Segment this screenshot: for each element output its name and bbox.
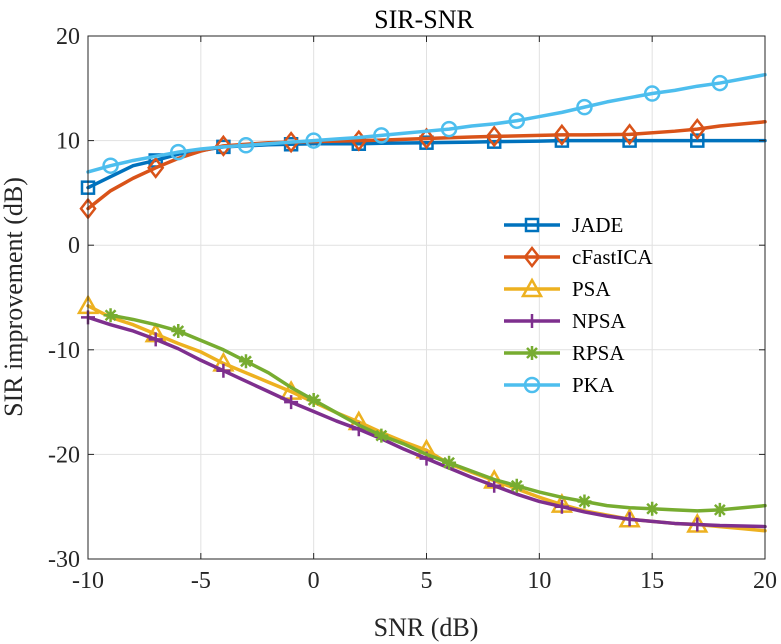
legend-swatch-marker — [524, 217, 540, 233]
axis-ticks: -10 -5 0 5 10 15 20 -30 -20 -10 0 10 20 — [48, 24, 777, 594]
data-point-marker — [238, 354, 253, 369]
data-point-marker — [688, 118, 706, 141]
data-point-marker — [306, 393, 321, 408]
series-npsa — [81, 310, 767, 532]
x-tick-label: 20 — [753, 568, 777, 594]
data-point-marker — [214, 134, 232, 157]
chart-title: SIR-SNR — [374, 5, 474, 34]
x-tick-label: -5 — [191, 568, 211, 594]
data-point-marker — [712, 502, 727, 517]
data-point-marker — [373, 127, 390, 144]
x-tick-label: 5 — [421, 568, 433, 594]
y-tick-label: -20 — [48, 442, 80, 468]
y-tick-label: -30 — [48, 547, 80, 573]
data-point-marker — [485, 125, 503, 148]
x-axis-title: SNR (dB) — [374, 613, 479, 642]
x-tick-label: 10 — [527, 568, 551, 594]
data-point-marker — [622, 512, 637, 527]
y-tick-label: 20 — [56, 24, 80, 50]
data-point-marker — [508, 112, 526, 129]
legend-label: JADE — [572, 213, 623, 237]
data-point-marker — [553, 123, 571, 146]
data-point-marker — [102, 157, 119, 174]
data-point-marker — [645, 501, 660, 516]
data-point-marker — [147, 156, 165, 179]
data-point-marker — [216, 363, 231, 378]
data-point-marker — [305, 132, 322, 149]
data-point-marker — [148, 332, 163, 347]
y-tick-label: 0 — [68, 233, 80, 259]
data-point-marker — [440, 120, 458, 138]
legend-swatch-marker — [523, 245, 541, 269]
x-tick-label: 15 — [640, 568, 664, 594]
data-point-marker — [554, 499, 569, 514]
legend-label: cFastICA — [572, 245, 653, 269]
data-point-marker — [282, 131, 300, 154]
legend-item: cFastICA — [504, 245, 653, 269]
data-point-marker — [577, 494, 592, 509]
legend-label: PKA — [572, 373, 615, 397]
series-rpsa — [103, 308, 767, 517]
series-pka — [86, 72, 767, 174]
data-point-marker — [171, 323, 186, 338]
data-point-marker — [103, 308, 118, 323]
data-point-marker — [417, 127, 436, 150]
y-tick-label: 10 — [56, 129, 80, 155]
legend-label: RPSA — [572, 341, 625, 365]
legend-swatch-marker — [525, 346, 539, 360]
legend-item: RPSA — [504, 341, 625, 365]
data-point-marker — [621, 123, 639, 146]
series-layer — [76, 72, 767, 533]
legend-item: NPSA — [504, 309, 627, 333]
legend-item: JADE — [504, 213, 623, 237]
data-point-marker — [237, 137, 255, 154]
data-point-marker — [374, 428, 389, 443]
data-point-marker — [711, 74, 729, 92]
legend-swatch-marker — [523, 376, 541, 394]
y-tick-label: -10 — [48, 338, 80, 364]
x-tick-label: -10 — [72, 568, 104, 594]
legend: JADE cFastICA PSA NPSA RPSA PKA — [504, 213, 653, 397]
legend-item: PSA — [504, 277, 611, 301]
data-point-marker — [643, 85, 661, 102]
x-tick-label: 0 — [308, 568, 320, 594]
data-point-marker — [690, 517, 705, 532]
data-point-marker — [170, 143, 187, 161]
series-line — [86, 72, 767, 174]
series-line — [86, 120, 767, 211]
legend-item: PKA — [504, 373, 615, 397]
data-point-marker — [690, 133, 705, 148]
data-point-marker — [509, 478, 524, 493]
data-point-marker — [576, 98, 593, 116]
y-axis-title: SIR improvement (dB) — [0, 177, 28, 417]
data-point-marker — [442, 455, 457, 470]
data-point-marker — [284, 395, 299, 410]
legend-label: PSA — [572, 277, 611, 301]
legend-label: NPSA — [572, 309, 627, 333]
legend-swatch-marker — [520, 277, 544, 298]
legend-swatch-marker — [525, 314, 539, 328]
